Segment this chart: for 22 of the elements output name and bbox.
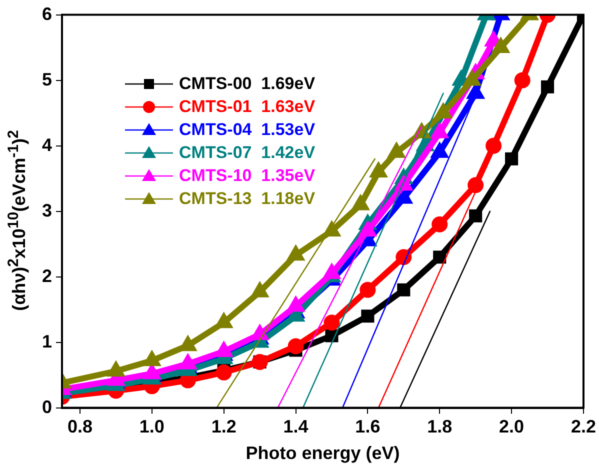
legend-label: CMTS-10 1.35eV bbox=[179, 166, 316, 186]
x-tick-label: 0.8 bbox=[67, 416, 92, 437]
legend-label: CMTS-00 1.69eV bbox=[179, 74, 316, 94]
y-tick-label: 2 bbox=[42, 266, 52, 286]
x-axis-title: Photo energy (eV) bbox=[246, 443, 400, 464]
y-tick-label: 3 bbox=[42, 200, 52, 220]
y-tick-label: 1 bbox=[42, 331, 52, 352]
x-tick-label: 1.2 bbox=[211, 416, 236, 437]
x-tick-label: 1.4 bbox=[283, 416, 308, 437]
y-tick-label: 5 bbox=[42, 69, 52, 90]
legend-label: CMTS-13 1.18eV bbox=[179, 188, 316, 208]
x-tick-label: 1.6 bbox=[355, 416, 380, 437]
y-tick-label: 4 bbox=[42, 134, 52, 155]
x-tick-label: 1.8 bbox=[427, 416, 452, 437]
legend-label: CMTS-04 1.53eV bbox=[179, 120, 316, 140]
y-tick-label: 6 bbox=[42, 4, 52, 24]
x-tick-label: 2.0 bbox=[499, 416, 524, 437]
legend-label: CMTS-01 1.63eV bbox=[179, 96, 316, 116]
y-tick-label: 0 bbox=[42, 396, 52, 417]
x-tick-label: 1.0 bbox=[139, 416, 164, 437]
legend-label: CMTS-07 1.42eV bbox=[179, 142, 316, 162]
x-tick-label: 2.2 bbox=[570, 416, 596, 437]
